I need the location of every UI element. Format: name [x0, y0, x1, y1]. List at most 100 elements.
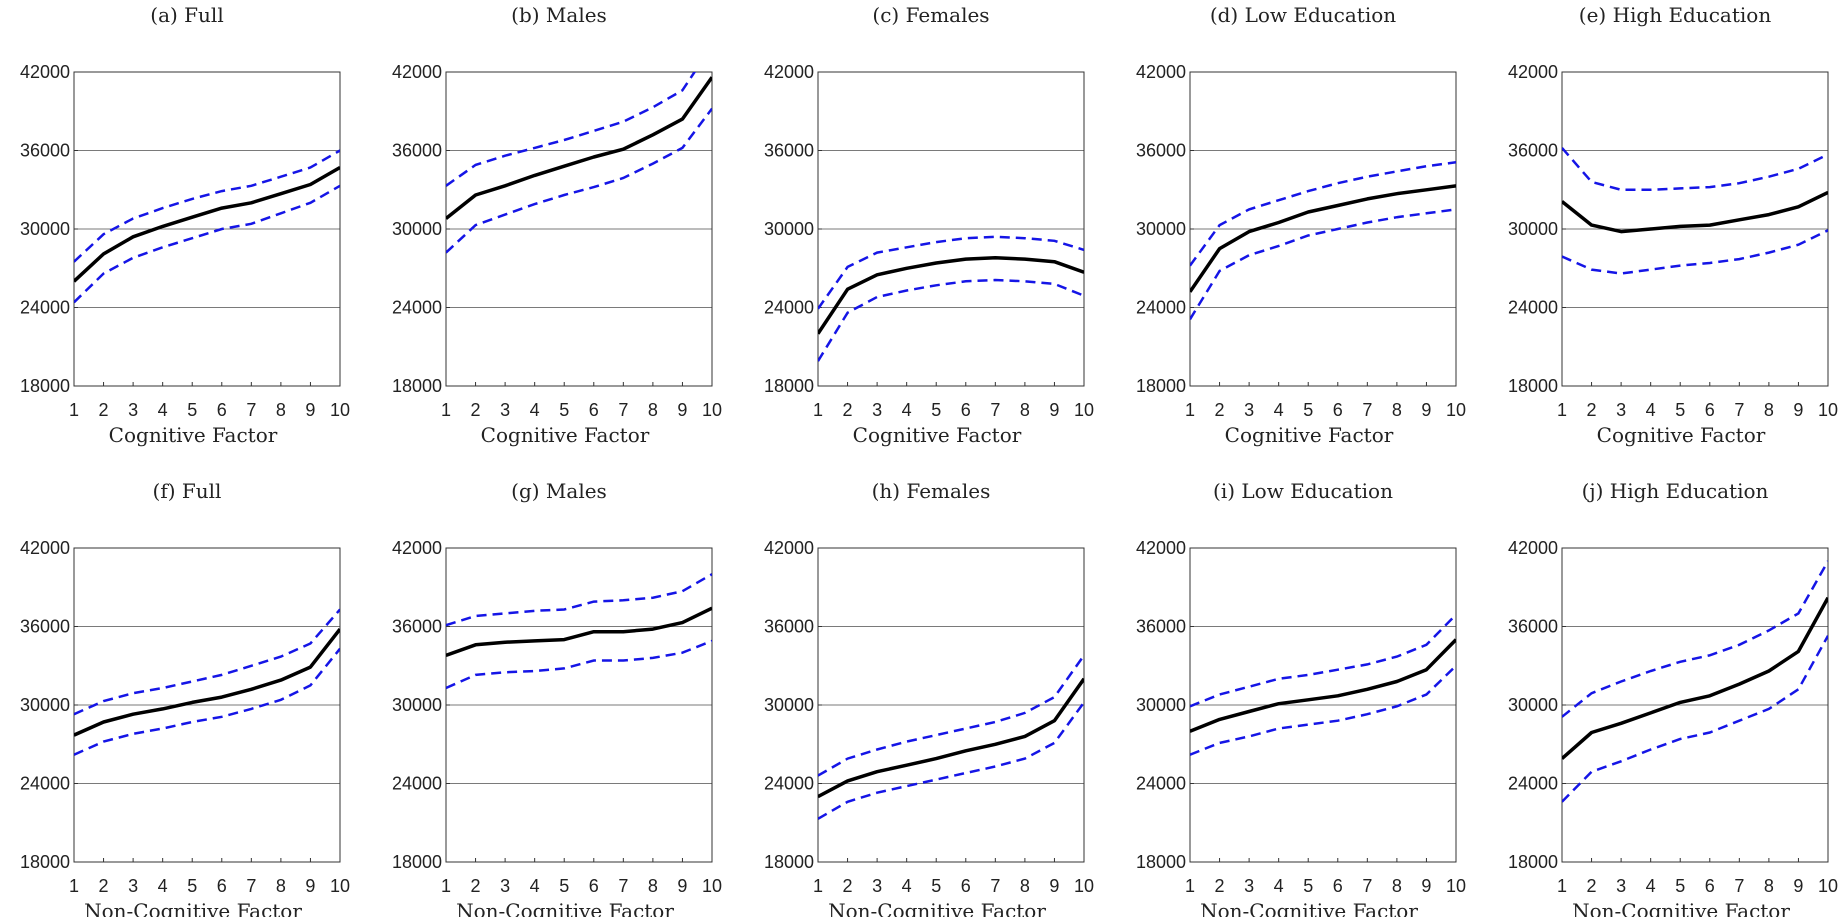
estimate-line — [446, 76, 712, 220]
x-tick-label: 9 — [1049, 400, 1059, 420]
y-tick-label: 18000 — [1136, 376, 1186, 396]
y-tick-label: 36000 — [392, 141, 442, 161]
x-tick-label: 10 — [1818, 400, 1838, 420]
plot-frame — [73, 71, 341, 387]
y-tick-label: 24000 — [1508, 774, 1558, 794]
x-tick-label: 3 — [872, 876, 882, 896]
x-tick-label: 5 — [559, 400, 569, 420]
y-tick-label: 24000 — [1136, 298, 1186, 318]
x-tick-label: 1 — [69, 400, 79, 420]
x-tick-label: 1 — [441, 400, 451, 420]
x-tick-label: 5 — [1675, 876, 1685, 896]
plot-frame — [1561, 547, 1829, 863]
ci-lower-line — [74, 184, 340, 304]
x-tick-label: 6 — [217, 876, 227, 896]
x-tick-label: 4 — [158, 876, 168, 896]
x-tick-label: 6 — [1333, 876, 1343, 896]
ci-lower-line — [818, 278, 1084, 362]
x-tick-label: 8 — [1764, 400, 1774, 420]
y-tick-label: 30000 — [764, 695, 814, 715]
chart-panel-2: (b) Males 18000 24000 30000 36000 42000 1 2 3 4 5 6… — [392, 3, 722, 447]
x-axis-label: Non-Cognitive Factor — [1200, 899, 1418, 917]
x-tick-label: 4 — [1274, 876, 1284, 896]
estimate-line — [74, 628, 340, 737]
ci-lower-line — [446, 639, 712, 690]
x-tick-label: 2 — [471, 876, 481, 896]
x-tick-label: 1 — [1557, 876, 1567, 896]
y-tick-label: 24000 — [1136, 774, 1186, 794]
ci-lower-line — [1190, 208, 1456, 320]
x-tick-label: 10 — [1074, 400, 1094, 420]
y-tick-label: 18000 — [20, 376, 70, 396]
x-tick-label: 7 — [246, 876, 256, 896]
x-tick-label: 5 — [187, 876, 197, 896]
y-tick-label: 18000 — [1136, 852, 1186, 872]
y-tick-label: 42000 — [764, 62, 814, 82]
x-tick-label: 6 — [961, 876, 971, 896]
x-tick-label: 6 — [589, 876, 599, 896]
chart-panel-5: (e) High Education1800024000300003600042… — [1508, 3, 1838, 447]
panel-title: (g) Males — [511, 479, 607, 503]
x-tick-label: 7 — [618, 400, 628, 420]
x-tick-label: 1 — [813, 876, 823, 896]
x-tick-label: 7 — [1362, 400, 1372, 420]
x-tick-label: 1 — [1557, 400, 1567, 420]
x-tick-label: 10 — [702, 876, 722, 896]
chart-panel-7: (g) Males 18000 24000 30000 36000 42000 1 2 3 4 5 6… — [392, 479, 722, 917]
x-tick-label: 3 — [1616, 876, 1626, 896]
y-tick-label: 42000 — [1508, 62, 1558, 82]
plot-frame — [1189, 71, 1457, 387]
chart-panel-1: (a) Full 18000 24000 30000 36000 42000 1 2 3 4 5 6 7… — [20, 3, 350, 447]
y-tick-label: 18000 — [1508, 852, 1558, 872]
panel-title: (b) Males — [511, 3, 607, 27]
x-tick-label: 8 — [1020, 400, 1030, 420]
x-tick-label: 6 — [1705, 400, 1715, 420]
y-tick-label: 42000 — [20, 62, 70, 82]
chart-panel-4: (d) Low Education 18000 24000 30000 36000 420… — [1136, 3, 1466, 447]
chart-panel-3: (c) Females 18000 24000 30000 36000 42000 1 2 3 4… — [764, 3, 1094, 447]
x-tick-label: 7 — [1362, 876, 1372, 896]
x-tick-label: 7 — [1734, 876, 1744, 896]
x-tick-label: 7 — [990, 876, 1000, 896]
x-tick-label: 2 — [1587, 876, 1597, 896]
ci-lower-line — [74, 647, 340, 756]
y-tick-label: 24000 — [392, 298, 442, 318]
ci-upper-line — [74, 149, 340, 263]
x-tick-label: 4 — [158, 400, 168, 420]
ci-upper-line — [818, 654, 1084, 777]
y-tick-label: 30000 — [392, 219, 442, 239]
plot-frame — [817, 71, 1085, 387]
x-tick-label: 6 — [961, 400, 971, 420]
y-tick-label: 36000 — [764, 141, 814, 161]
x-tick-label: 5 — [1303, 400, 1313, 420]
y-tick-label: 36000 — [20, 141, 70, 161]
ci-upper-line — [1562, 560, 1828, 718]
x-tick-label: 2 — [99, 876, 109, 896]
x-tick-label: 9 — [305, 876, 315, 896]
x-tick-label: 5 — [931, 876, 941, 896]
y-tick-label: 18000 — [392, 376, 442, 396]
ci-upper-line — [1190, 613, 1456, 708]
y-tick-label: 30000 — [1508, 219, 1558, 239]
y-tick-label: 30000 — [20, 219, 70, 239]
x-tick-label: 9 — [1793, 400, 1803, 420]
y-tick-label: 36000 — [764, 617, 814, 637]
x-tick-label: 2 — [99, 400, 109, 420]
x-tick-label: 8 — [1392, 876, 1402, 896]
ci-lower-line — [1562, 229, 1828, 275]
x-tick-label: 3 — [500, 400, 510, 420]
x-tick-label: 5 — [187, 400, 197, 420]
y-tick-label: 36000 — [1136, 617, 1186, 637]
x-tick-label: 4 — [530, 400, 540, 420]
y-tick-label: 30000 — [1136, 219, 1186, 239]
ci-upper-line — [446, 573, 712, 627]
y-tick-label: 42000 — [392, 538, 442, 558]
x-tick-label: 6 — [1333, 400, 1343, 420]
y-tick-label: 42000 — [392, 62, 442, 82]
estimate-line — [1562, 596, 1828, 760]
x-tick-label: 10 — [1074, 876, 1094, 896]
y-tick-label: 36000 — [20, 617, 70, 637]
estimate-line — [74, 165, 340, 283]
y-tick-label: 30000 — [1136, 695, 1186, 715]
